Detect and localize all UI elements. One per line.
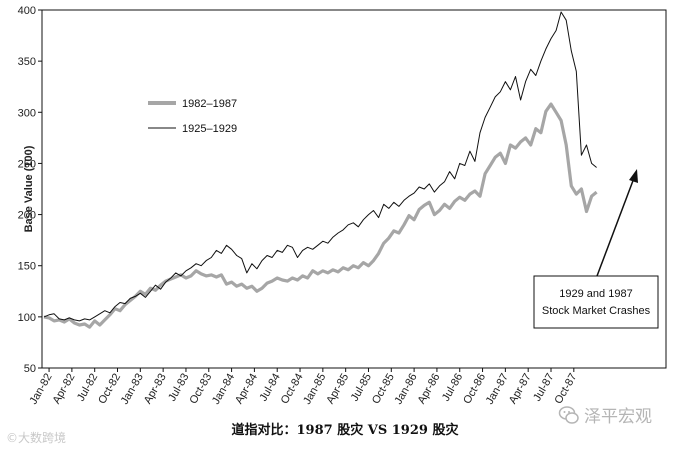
legend-label-1982-1987: 1982–1987 [182,98,237,110]
x-axis: Jan-82Apr-82Jul-82Oct-82Jan-83Apr-83Jul-… [27,368,579,407]
crash-annotation: 1929 and 1987 Stock Market Crashes [533,169,659,329]
y-axis: 50 100 150 200 250 300 350 400 [18,5,42,375]
legend-box [143,84,249,142]
y-tick-label: 250 [18,158,36,170]
x-tick-label: Apr-82 [51,372,78,407]
legend-label-1925-1929: 1925–1929 [182,123,237,135]
x-tick-label: Jan-83 [119,372,146,407]
series-line-1982-1987 [43,102,598,329]
x-tick-label: Apr-85 [324,372,351,407]
y-tick-label: 150 [18,261,36,273]
chart-caption: 道指对比：1987 股灾 VS 1929 股灾 [231,423,459,438]
x-tick-label: Apr-86 [416,372,443,407]
x-tick-label: Apr-87 [507,372,534,407]
y-tick-label: 100 [18,312,36,324]
y-axis-label: Base Value (100) [23,145,35,232]
x-tick-label: Oct-87 [553,372,580,407]
annotation-line-2: Stock Market Crashes [542,305,651,317]
x-tick-label: Apr-84 [233,372,260,407]
series-line-1925-1929 [43,11,597,322]
plot-frame [41,9,667,369]
y-tick-label: 400 [18,5,36,17]
x-tick-label: Jan-84 [210,372,237,407]
x-tick-label: Jan-85 [301,372,328,407]
y-tick-label: 50 [24,363,36,375]
watermark-right: 泽平宏观 [558,402,652,427]
x-tick-label: Apr-83 [142,372,169,407]
wechat-icon [558,405,579,424]
x-tick-label: Jan-87 [484,372,511,407]
annotation-arrow-line [596,177,635,277]
annotation-box [533,275,659,329]
legend: 1982–1987 1925–1929 [143,84,249,142]
watermark-left: ©大数跨境 [6,431,67,445]
y-tick-label: 300 [18,107,36,119]
x-tick-label: Jan-86 [392,372,419,407]
y-tick-label: 350 [18,56,36,68]
y-tick-label: 200 [18,210,36,222]
annotation-line-1: 1929 and 1987 [559,288,632,300]
series-layer [43,11,598,329]
watermark-right-text: 泽平宏观 [584,407,652,427]
annotation-arrow-head [629,169,638,183]
x-tick-label: Jan-82 [27,372,54,407]
